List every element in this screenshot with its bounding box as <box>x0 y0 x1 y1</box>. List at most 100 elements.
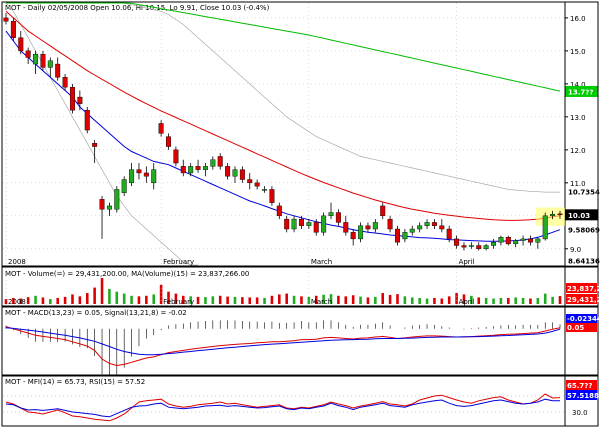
volume-bar <box>558 296 562 304</box>
price-panel-frame <box>1 1 566 267</box>
volume-bar <box>255 297 259 304</box>
macd-axis-badge-label: 0.05 <box>567 324 584 332</box>
candle-body <box>505 237 511 245</box>
mfi-grid <box>3 395 565 413</box>
recent-highlight-box <box>535 207 565 226</box>
mfi-axis-badge-label: 65.7?? <box>567 382 592 390</box>
mfi-axis-badges: 65.7?? 57.5188 <box>566 380 599 400</box>
mfi-series-line <box>5 398 560 418</box>
volume-bar <box>204 297 207 304</box>
candle-body <box>520 238 526 241</box>
volume-bar <box>167 291 170 304</box>
candle-body <box>210 159 216 167</box>
volume-month-labels: 2008FebruaryMarchAprilMay <box>5 268 475 306</box>
price-month-labels: 2008FebruaryMarchAprilMay <box>8 258 475 266</box>
volume-bar <box>34 295 37 304</box>
volume-bar <box>543 293 547 304</box>
price-axis-badge <box>566 224 597 235</box>
candle-body <box>25 50 31 58</box>
price-axis-badge <box>566 186 597 197</box>
candle-body <box>55 63 61 78</box>
volume-bar <box>529 298 532 304</box>
candle-body <box>527 238 533 243</box>
mfi-panel-frame <box>1 375 566 427</box>
volume-bar <box>41 297 45 304</box>
candle-body <box>284 218 290 230</box>
volume-bar <box>49 299 52 304</box>
volume-axis-badge-label: 29,431,200 <box>567 296 600 304</box>
candle-body <box>535 238 541 243</box>
volume-axis-badge <box>566 294 597 304</box>
candle-body <box>372 222 378 230</box>
volume-bar <box>26 297 30 304</box>
moving-average-line <box>6 2 561 92</box>
volume-axis-badges: 23,837,266 29,431,200 <box>566 283 600 304</box>
price-axis-badge <box>566 255 597 266</box>
macd-axis-badge <box>566 314 597 323</box>
candle-body <box>217 156 223 167</box>
mfi-rsi-panel: MOT - MFI(14) = 65.73, RSI(15) = 57.52 7… <box>1 375 599 427</box>
candle-body <box>143 172 149 177</box>
candle-body <box>439 225 445 230</box>
price-month-label: March <box>311 258 332 266</box>
candle-body <box>542 215 548 240</box>
volume-panel: MOT - Volume(=) = 29,431,200.00, MA(Volu… <box>1 266 600 307</box>
price-axis-badge-label: 8.64136 <box>568 258 600 266</box>
volume-month-label: February <box>163 298 194 306</box>
volume-month-label: March <box>311 298 332 306</box>
price-tick-label: 12.0 <box>570 147 586 155</box>
macd-panel: MOT - MACD(13,23) = 0.05, Signal(13,21,8… <box>1 306 600 380</box>
candle-body <box>3 17 9 22</box>
volume-month-label: April <box>459 298 475 306</box>
price-month-label: February <box>163 258 194 266</box>
price-axis-badge <box>565 85 598 97</box>
price-title: MOT - Daily 02/05/2008 Open 10.06, Hi 10… <box>5 4 270 12</box>
candle-body <box>395 228 400 243</box>
volume-bar <box>130 295 133 304</box>
candle-body <box>262 189 268 191</box>
volume-bar <box>521 297 525 304</box>
candle-body <box>431 222 437 226</box>
candle-body <box>47 60 53 68</box>
candle-body <box>136 169 142 174</box>
candle-body <box>409 228 415 233</box>
volume-bar <box>329 294 333 304</box>
macd-series-line <box>5 327 561 356</box>
candle-body <box>328 212 334 217</box>
price-axis-badge-label: 10.7354 <box>568 189 600 197</box>
volume-bar <box>351 295 355 304</box>
volume-bar <box>93 287 96 304</box>
moving-average-line <box>5 10 561 221</box>
macd-axis-badge-label: -0.023446 <box>567 315 600 323</box>
volume-bar <box>381 293 385 304</box>
volume-bar <box>19 298 23 304</box>
mfi-axis-badge <box>566 380 597 390</box>
volume-bar <box>366 297 370 304</box>
volume-bar <box>477 297 481 304</box>
volume-bar <box>388 294 392 304</box>
candle-body <box>99 199 105 210</box>
volume-bar <box>4 299 8 304</box>
volume-bar <box>100 278 104 304</box>
price-axis-frame <box>564 1 599 267</box>
volume-bar <box>292 295 296 304</box>
candle-body <box>173 149 179 164</box>
volume-bar <box>403 296 407 304</box>
candle-body <box>84 110 90 131</box>
macd-lines <box>5 326 561 367</box>
volume-bar <box>470 295 473 304</box>
volume-axis-badge-label: 23,837,266 <box>567 285 600 293</box>
volume-bar <box>440 298 444 304</box>
volume-bar <box>218 295 222 304</box>
volume-bar <box>418 297 421 304</box>
volume-bar <box>196 296 200 304</box>
volume-bar <box>514 297 517 304</box>
volume-bar <box>137 296 141 304</box>
candle-body <box>158 123 164 134</box>
volume-bar <box>278 294 281 304</box>
volume-bar <box>285 293 288 304</box>
candle-body <box>468 245 474 247</box>
volume-bar <box>159 284 163 304</box>
volume-bar <box>433 297 436 304</box>
candle-body <box>202 166 208 170</box>
